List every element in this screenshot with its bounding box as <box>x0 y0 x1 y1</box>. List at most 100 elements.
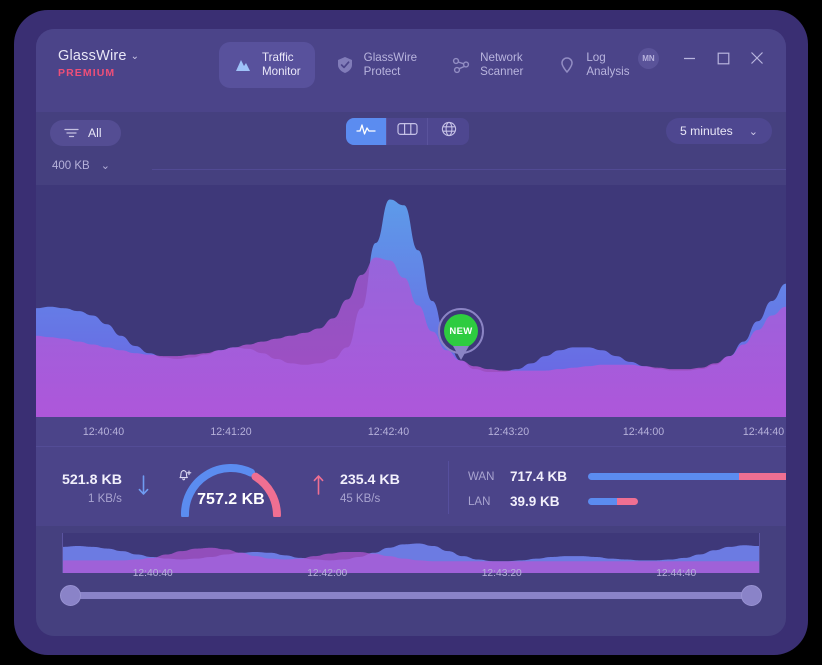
network-bar <box>588 498 639 505</box>
nav-line2: Analysis <box>586 65 630 78</box>
io-summary: 521.8 KB 1 KB/s <box>62 459 400 517</box>
premium-badge: PREMIUM <box>58 67 116 79</box>
scrubber-track[interactable] <box>70 592 752 599</box>
app-header: GlassWire ⌄ PREMIUM Traffic Monitor Gla <box>36 29 786 112</box>
up-arrow-icon <box>312 473 325 504</box>
filter-icon <box>64 127 79 139</box>
nav-line2: Scanner <box>480 65 524 78</box>
time-range-label: 5 minutes <box>679 124 733 138</box>
chart-plot-area[interactable] <box>36 185 786 417</box>
stats-divider <box>448 461 449 514</box>
pin-tail <box>453 346 469 360</box>
chart-series-svg <box>36 199 786 417</box>
globe-icon <box>441 121 457 142</box>
main-nav: Traffic Monitor GlassWire Protect <box>219 42 644 88</box>
new-event-marker[interactable]: NEW <box>438 308 484 364</box>
upload-rate: 45 KB/s <box>339 492 381 505</box>
pulse-graph-icon <box>356 122 376 141</box>
nav-item-log-analysis[interactable]: Log Analysis <box>543 42 643 88</box>
new-badge: NEW <box>444 314 478 348</box>
x-axis-tick: 12:42:40 <box>367 426 410 438</box>
mini-chart[interactable] <box>62 533 760 573</box>
network-value: 717.4 KB <box>510 469 568 484</box>
network-breakdown: WAN 717.4 KB LAN 39.9 KB <box>468 464 786 514</box>
mountain-graph-icon <box>233 55 253 75</box>
view-mode-globe[interactable] <box>428 118 469 145</box>
mini-axis-tick: 12:43:20 <box>481 568 522 579</box>
chart-gridline <box>152 169 786 170</box>
nodes-icon <box>451 55 471 75</box>
network-row: LAN 39.9 KB <box>468 489 786 514</box>
y-scale-selector[interactable]: 400 KB ⌄ <box>52 159 110 173</box>
window-controls: MN <box>638 43 772 73</box>
chart-x-axis: 12:40:40 12:41:20 12:42:40 12:43:20 12:44:00… <box>36 417 786 446</box>
nav-item-network-scanner[interactable]: Network Scanner <box>437 42 537 88</box>
minimize-button[interactable] <box>674 43 704 73</box>
chevron-down-icon[interactable]: ⌄ <box>130 51 140 62</box>
network-bar-download <box>588 498 618 505</box>
nav-label-network-scanner: Network Scanner <box>480 51 523 79</box>
total-gauge: 757.2 KB <box>177 459 285 517</box>
download-stats: 521.8 KB 1 KB/s <box>62 472 122 505</box>
network-bar-download <box>588 473 740 480</box>
upload-total: 235.4 KB <box>339 471 400 488</box>
filter-label: All <box>88 126 102 140</box>
location-pin-icon <box>557 55 577 75</box>
filter-all-button[interactable]: All <box>50 120 121 146</box>
brand-block[interactable]: GlassWire ⌄ PREMIUM <box>58 47 139 79</box>
gauge-arc <box>180 464 281 517</box>
x-axis-tick: 12:43:20 <box>487 426 530 438</box>
chevron-down-icon: ⌄ <box>100 160 110 172</box>
view-mode-columns[interactable] <box>387 118 428 145</box>
nav-line2: Monitor <box>262 65 301 78</box>
shield-check-icon <box>335 55 355 75</box>
scrubber-handle-left[interactable] <box>60 585 81 606</box>
network-bar-upload <box>739 473 786 480</box>
x-axis-tick: 12:41:20 <box>210 426 252 438</box>
upload-stats: 235.4 KB 45 KB/s <box>340 472 400 505</box>
mini-chart-ticks: 12:40:40 12:42:00 12:43:20 12:44:40 <box>62 568 760 582</box>
x-axis-tick: 12:40:40 <box>82 426 125 438</box>
network-bar-upload <box>617 498 639 505</box>
nav-item-glasswire-protect[interactable]: GlassWire Protect <box>321 42 431 88</box>
nav-line1: Traffic <box>262 51 294 64</box>
time-range-dropdown[interactable]: 5 minutes ⌄ <box>665 118 772 144</box>
network-row: WAN 717.4 KB <box>468 464 786 489</box>
mini-chart-svg <box>63 543 759 573</box>
nav-line1: GlassWire <box>363 51 418 64</box>
columns-icon <box>396 122 418 141</box>
brand-name: GlassWire <box>58 48 127 64</box>
traffic-chart: 400 KB ⌄ NEW <box>36 157 786 446</box>
maximize-button[interactable] <box>708 43 738 73</box>
nav-label-traffic-monitor: Traffic Monitor <box>262 51 301 79</box>
chevron-down-icon: ⌄ <box>748 125 758 138</box>
window-frame: GlassWire ⌄ PREMIUM Traffic Monitor Gla <box>14 10 808 655</box>
stats-panel: 521.8 KB 1 KB/s <box>36 446 786 526</box>
nav-line1: Log <box>586 51 606 64</box>
nav-line2: Protect <box>363 65 401 78</box>
brand-row: GlassWire ⌄ <box>58 47 139 65</box>
mini-axis-tick: 12:42:00 <box>307 568 348 579</box>
x-axis-tick: 12:44:00 <box>622 426 665 438</box>
mini-axis-tick: 12:44:40 <box>656 568 697 579</box>
network-label: WAN <box>468 470 495 483</box>
nav-item-traffic-monitor[interactable]: Traffic Monitor <box>219 42 315 88</box>
scrubber-handle-right[interactable] <box>741 585 762 606</box>
y-scale-label: 400 KB <box>52 159 90 172</box>
mini-axis-tick: 12:40:40 <box>132 568 173 579</box>
view-mode-graph[interactable] <box>346 118 387 145</box>
glasswire-window: GlassWire ⌄ PREMIUM Traffic Monitor Gla <box>36 29 786 636</box>
total-value: 757.2 KB <box>197 491 265 508</box>
close-button[interactable] <box>742 43 772 73</box>
down-arrow-icon <box>137 473 150 504</box>
avatar[interactable]: MN <box>638 47 659 69</box>
download-rate: 1 KB/s <box>88 492 122 505</box>
nav-line1: Network <box>480 51 523 64</box>
timeline-scrubber: 12:40:40 12:42:00 12:43:20 12:44:40 <box>36 526 786 606</box>
chart-toolbar: All <box>36 112 786 157</box>
x-axis-tick: 12:44:40 <box>742 426 785 438</box>
network-label: LAN <box>468 495 491 508</box>
nav-label-glasswire-protect: GlassWire Protect <box>364 51 417 79</box>
network-value: 39.9 KB <box>510 494 560 509</box>
view-mode-switch <box>346 118 469 145</box>
